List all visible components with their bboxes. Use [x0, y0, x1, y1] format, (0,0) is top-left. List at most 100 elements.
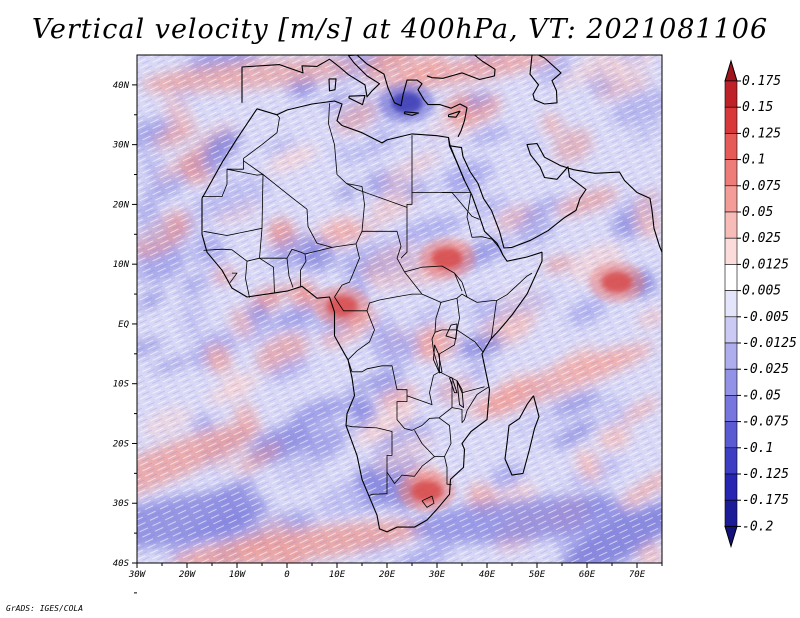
country-border [203, 228, 263, 262]
colorbar-segment [724, 421, 738, 449]
country-border [334, 293, 422, 312]
country-border [404, 265, 463, 292]
colorbar-segment [724, 106, 738, 134]
africa-coastline [201, 100, 543, 533]
colorbar-label: -0.125 [742, 467, 789, 482]
country-border [400, 207, 408, 259]
lon-tick-label: 40E [479, 570, 496, 580]
colorbar-segment [724, 447, 738, 475]
lat-tick-label: EQ [118, 320, 129, 330]
colorbar-segment [724, 290, 738, 318]
colorbar-segment [724, 237, 738, 265]
crete [403, 111, 420, 116]
country-border [203, 168, 264, 236]
colorbar-arrow-top [724, 59, 738, 82]
lat-tick-label: 20S [113, 439, 130, 449]
country-border [304, 247, 333, 255]
colorbar-label: -0.075 [742, 415, 789, 430]
lat-tick-label: 10S [113, 380, 130, 390]
map-title: Vertical velocity [m/s] at 400hPa, VT: 2… [31, 14, 769, 45]
lon-tick-label: 50E [529, 570, 546, 580]
colorbar-segment [724, 264, 738, 291]
madagascar-coastline [504, 395, 540, 476]
map-plot-area [137, 55, 662, 563]
lat-tick-label: 40S [113, 559, 130, 569]
lat-tick-label: 30S [112, 499, 130, 509]
red-sea-west [447, 137, 466, 181]
lat-tick-label: 10N [113, 260, 130, 270]
colorbar-label: -0.005 [742, 310, 789, 325]
velocity-extreme-halo [379, 82, 435, 123]
colorbar-segment [724, 211, 738, 239]
sardinia-corsica [328, 78, 337, 92]
colorbar-segment [724, 342, 738, 370]
country-border [386, 456, 435, 484]
colorbar-label: -0.05 [742, 388, 781, 403]
grads-credit: GrADS: IGES/COLA [6, 604, 84, 613]
lat-tick-label: 40N [113, 81, 130, 91]
colorbar-arrow-bottom [724, 525, 738, 549]
colorbar-label: 0.125 [742, 126, 781, 141]
velocity-extreme-halo [314, 286, 370, 326]
country-border [286, 258, 294, 288]
country-border [345, 425, 393, 496]
country-border [347, 359, 453, 431]
colorbar-label: 0.0125 [742, 257, 789, 272]
country-border [421, 495, 435, 508]
colorbar-label: 0.005 [742, 284, 781, 299]
colorbar-segment [724, 316, 738, 344]
country-border [243, 114, 280, 159]
lake-outline [449, 377, 458, 394]
lat-tick-label: 20N [113, 200, 130, 210]
country-border [259, 248, 307, 287]
country-border [442, 192, 480, 220]
caspian-coastline [529, 55, 562, 105]
lon-tick-label: 10E [329, 570, 346, 580]
lon-tick-label: 0 [284, 570, 289, 580]
lon-tick-label: 70E [629, 570, 646, 580]
arabia-coastline [449, 142, 662, 253]
velocity-extreme-halo [419, 238, 475, 279]
colorbar-label: 0.15 [742, 100, 773, 115]
country-border [362, 230, 468, 303]
colorbar-segment [724, 499, 738, 527]
lon-tick-label: 10W [229, 570, 247, 580]
lake-outline [433, 344, 443, 374]
lake-outline [445, 323, 458, 340]
lake-outline [456, 380, 464, 409]
velocity-extreme-halo [589, 262, 645, 303]
colorbar-segment [724, 185, 738, 213]
colorbar-segment [724, 395, 738, 422]
lat-tick-label: 30N [112, 141, 130, 151]
cyprus [447, 110, 461, 118]
colorbar-segment [724, 368, 738, 396]
country-border [347, 310, 375, 361]
country-border [466, 192, 504, 256]
colorbar-segment [724, 159, 738, 187]
country-border [334, 243, 360, 298]
colorbar-label: -0.025 [742, 362, 789, 377]
lon-tick-label: 30W [128, 570, 147, 580]
colorbar-label: -0.2 [742, 519, 773, 534]
country-border [229, 272, 238, 283]
colorbar-label: -0.1 [742, 441, 773, 456]
colorbar-label: 0.075 [742, 179, 781, 194]
country-border [444, 456, 452, 486]
velocity-extreme-halo [399, 471, 455, 512]
lon-tick-label: 60E [579, 570, 596, 580]
colorbar-label: 0.175 [742, 74, 781, 89]
plot-frame [136, 54, 663, 564]
lon-tick-label: 30E [428, 570, 446, 580]
colorbar-label: 0.05 [742, 205, 773, 220]
country-border [245, 261, 250, 298]
colorbar-label: -0.175 [742, 493, 789, 508]
country-border [451, 386, 490, 424]
lon-tick-label: 20W [179, 570, 197, 580]
map-chart: 30W 20W 10W 0 10E 20E 30E 40E 50E 60E 70E 40N 30N 20N… [112, 54, 797, 594]
country-border [454, 272, 533, 303]
country-border [259, 257, 275, 294]
country-border [202, 158, 244, 198]
colorbar-label: -0.0125 [742, 336, 797, 351]
colorbar-label: 0.025 [742, 231, 781, 246]
colorbar-segment [724, 473, 738, 501]
